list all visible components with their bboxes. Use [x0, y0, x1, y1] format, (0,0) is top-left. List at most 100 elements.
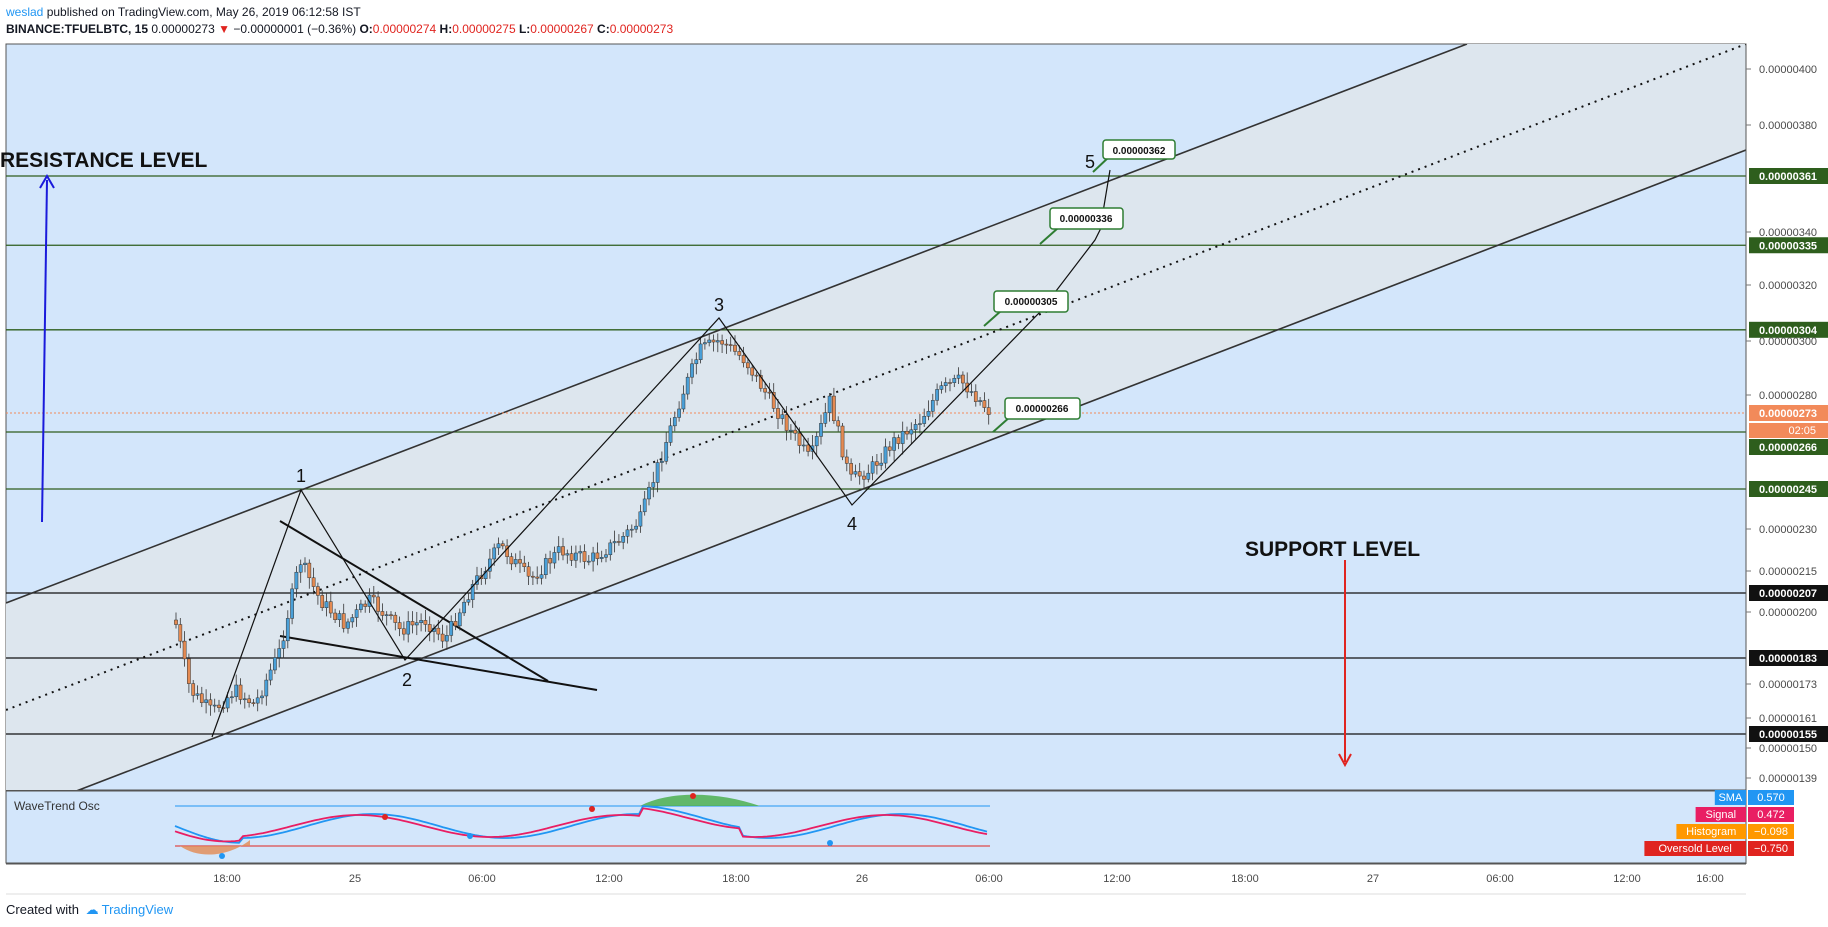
candle	[294, 566, 299, 598]
svg-text:0.00000230: 0.00000230	[1759, 524, 1817, 536]
publish-info: published on TradingView.com, May 26, 20…	[46, 5, 361, 19]
candle	[892, 432, 896, 461]
candle	[359, 599, 363, 613]
svg-text:0.00000200: 0.00000200	[1759, 607, 1817, 619]
candle	[922, 408, 927, 427]
x-tick-6: 06:00	[975, 873, 1003, 885]
candle	[973, 384, 978, 407]
candle	[875, 454, 879, 475]
candle	[879, 452, 884, 471]
svg-text:0.00000273: 0.00000273	[1759, 408, 1817, 420]
symbol-label: BINANCE:TFUELBTC, 15	[6, 22, 149, 36]
target-callout-362[interactable]: 0.00000362	[1092, 139, 1176, 173]
candle	[414, 611, 419, 636]
candle	[543, 553, 548, 579]
candle	[629, 524, 634, 538]
candle	[832, 387, 836, 424]
candle	[771, 383, 776, 413]
candle	[561, 537, 565, 561]
candle	[883, 438, 888, 469]
target-callout-305[interactable]: 0.00000305	[983, 290, 1069, 327]
oscillator-pane[interactable]	[5, 790, 1747, 864]
wave-label-1: 1	[296, 466, 306, 486]
candle	[397, 616, 402, 637]
svg-text:0.570: 0.570	[1757, 792, 1785, 804]
candle	[273, 648, 277, 675]
candle	[212, 698, 217, 713]
candle	[470, 579, 475, 608]
author-link[interactable]: weslad	[6, 5, 44, 19]
candle	[217, 699, 221, 713]
candle	[685, 373, 690, 400]
svg-text:0.00000335: 0.00000335	[1759, 240, 1817, 252]
candle	[621, 532, 626, 550]
wave-path	[211, 169, 1111, 738]
candle	[913, 419, 918, 440]
candle	[539, 565, 544, 585]
candle	[427, 616, 432, 642]
candle	[574, 545, 578, 568]
crossover-dot	[219, 853, 225, 859]
target-callout-266[interactable]: 0.00000266	[992, 397, 1081, 433]
candle	[548, 550, 552, 574]
high-value: 0.00000275	[452, 22, 516, 36]
candle	[260, 690, 264, 705]
candle	[320, 590, 325, 611]
candle	[935, 383, 939, 406]
svg-text:0.00000361: 0.00000361	[1759, 171, 1817, 183]
candle	[578, 545, 583, 563]
legend-item-0: SMA 0.570	[1714, 790, 1794, 805]
wave-label-5: 5	[1085, 152, 1095, 172]
price-change: −0.00000001 (−0.36%)	[233, 22, 357, 36]
y-tick-21: 0.00000139	[1746, 773, 1817, 785]
candle	[857, 462, 862, 485]
svg-text:0.00000207: 0.00000207	[1759, 588, 1817, 600]
candle	[406, 611, 411, 643]
candle	[956, 367, 961, 384]
candle	[642, 490, 647, 516]
candle	[363, 600, 368, 613]
candle	[195, 685, 200, 700]
candle	[251, 698, 256, 707]
candle	[750, 364, 755, 382]
wave-label-4: 4	[847, 514, 857, 534]
candle	[346, 618, 350, 634]
candle	[655, 459, 660, 493]
candle	[844, 449, 849, 472]
x-tick-3: 12:00	[595, 873, 623, 885]
candle	[741, 346, 746, 368]
candle	[552, 546, 557, 569]
channel-upper-line	[6, 44, 1468, 604]
candle	[380, 603, 385, 621]
candle	[664, 432, 669, 465]
svg-text:−0.750: −0.750	[1754, 843, 1788, 855]
tradingview-brand-link[interactable]: TradingView	[101, 902, 174, 917]
candle	[389, 611, 393, 620]
target-value-336: 0.00000336	[1060, 214, 1113, 225]
y-tick-4: 0.00000335	[1749, 237, 1828, 254]
candle	[930, 393, 935, 418]
support-level-label: SUPPORT LEVEL	[1245, 538, 1420, 561]
candle	[694, 352, 699, 375]
candle	[711, 334, 716, 352]
x-tick-11: 12:00	[1613, 873, 1641, 885]
target-value-362: 0.00000362	[1113, 146, 1166, 157]
candle	[531, 571, 535, 586]
candle	[948, 378, 952, 392]
close-value: 0.00000273	[609, 22, 674, 36]
wavetrend-fill-bear	[180, 840, 250, 855]
candle	[586, 555, 591, 566]
open-label: O:	[359, 22, 373, 36]
y-tick-17: 0.00000173	[1746, 679, 1817, 691]
candle	[565, 549, 570, 564]
target-callout-336[interactable]: 0.00000336	[1039, 207, 1124, 245]
candle	[943, 377, 948, 393]
candle	[234, 674, 239, 702]
svg-text:0.00000245: 0.00000245	[1759, 484, 1817, 496]
legend-item-2: Histogram −0.098	[1676, 824, 1794, 839]
candle	[208, 693, 213, 716]
candle	[715, 333, 720, 353]
candle	[285, 610, 290, 649]
crossover-dot	[827, 840, 833, 846]
